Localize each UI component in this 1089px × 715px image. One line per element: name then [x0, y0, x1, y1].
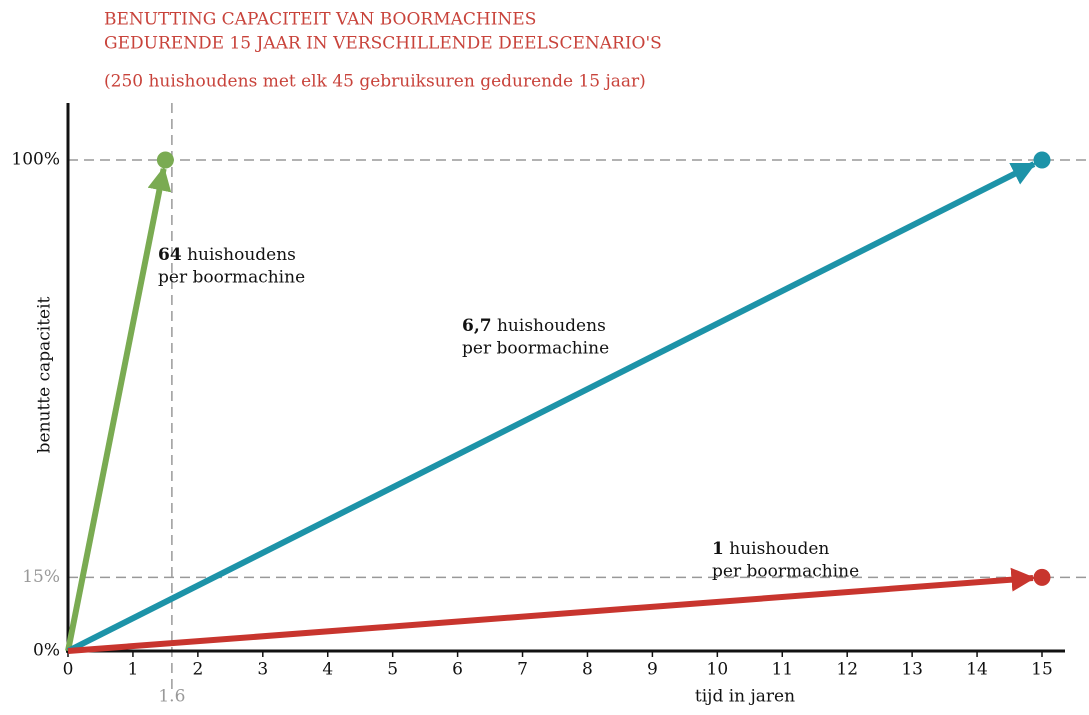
end-dot: [156, 151, 174, 169]
subtitle: (250 huishoudens met elk 45 gebruiksuren…: [104, 72, 646, 92]
series-line: [65, 166, 172, 652]
x-tick-label: 0: [63, 660, 74, 680]
annotation-bold: 1: [712, 539, 724, 559]
x-tick-label: 6: [452, 660, 463, 680]
x-tick-label: 8: [582, 660, 593, 680]
x-tick-label: 7: [517, 660, 528, 680]
annotation-bold: 64: [158, 245, 182, 265]
series-line: [66, 161, 1037, 654]
x-axis-label: tijd in jaren: [695, 687, 795, 707]
title: BENUTTING CAPACITEIT VAN BOORMACHINES: [104, 10, 536, 30]
x-tick-label: 2: [192, 660, 203, 680]
y-tick-label: 0%: [33, 641, 60, 661]
annotation-text: huishouden: [724, 539, 830, 559]
series-line: [67, 567, 1036, 654]
annotation: 1 huishouden: [712, 539, 829, 559]
x-tick-label: 4: [322, 660, 333, 680]
annotation: per boormachine: [462, 339, 609, 359]
annotation-bold: 6,7: [462, 316, 492, 336]
x-tick-label: 10: [707, 660, 729, 680]
reference-label: 1.6: [158, 687, 185, 707]
annotation: per boormachine: [158, 268, 305, 288]
x-tick-label: 13: [901, 660, 923, 680]
title: GEDURENDE 15 JAAR IN VERSCHILLENDE DEELS…: [104, 34, 662, 54]
annotation: 64 huishoudens: [158, 245, 296, 265]
x-tick-label: 12: [836, 660, 858, 680]
x-tick-label: 1: [128, 660, 139, 680]
annotation-text: huishoudens: [182, 245, 296, 265]
annotation: 6,7 huishoudens: [462, 316, 606, 336]
x-tick-label: 15: [1031, 660, 1053, 680]
x-tick-label: 14: [966, 660, 988, 680]
x-tick-label: 5: [387, 660, 398, 680]
y-tick-label: 15%: [22, 567, 60, 587]
annotation-text: huishoudens: [492, 316, 606, 336]
x-tick-label: 3: [257, 660, 268, 680]
y-axis-label: benutte capaciteit: [35, 296, 55, 453]
x-tick-label: 9: [647, 660, 658, 680]
end-dot: [1033, 568, 1051, 586]
annotation: per boormachine: [712, 562, 859, 582]
x-tick-label: 11: [771, 660, 793, 680]
end-dot: [1033, 151, 1051, 169]
y-tick-label: 100%: [11, 150, 60, 170]
